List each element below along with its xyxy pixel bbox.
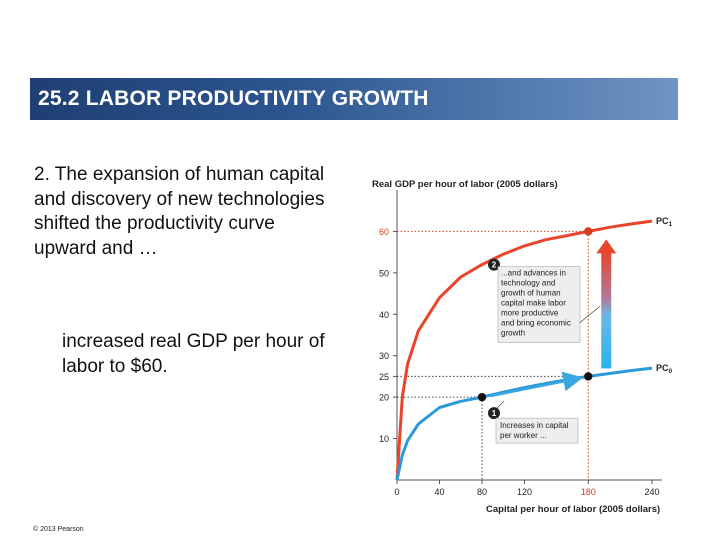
annotation-1-box [495,417,579,444]
y-tick-label: 25 [379,372,389,382]
paragraph-1-number: 2. [34,164,50,185]
annotation-1-line: Increases in capital [500,421,569,430]
annotation-1-number: 1 [492,409,497,418]
shift-arrow-shaft [601,251,612,369]
annotation-1-leader [495,400,505,410]
annotation-1-line: per worker ... [500,431,547,440]
x-tick-label: 40 [434,487,444,497]
data-point [584,227,593,236]
slide-title-bar: 25.2 LABOR PRODUCTIVITY GROWTH [30,78,678,120]
movement-arrow [489,371,584,398]
y-tick-label: 30 [379,351,389,361]
x-tick-label: 120 [517,487,532,497]
series-label-pc1: PC1 [656,216,673,228]
slide-title: 25.2 LABOR PRODUCTIVITY GROWTH [38,87,429,110]
series-line-pc1 [395,219,653,481]
x-tick-label: 240 [644,487,659,497]
series-label-pc0: PC0 [656,363,673,375]
paragraph-1: 2. The expansion of human capital and di… [34,163,334,261]
annotation-2-box [497,266,581,343]
annotation-2-line: and bring economic [501,319,571,328]
paragraph-1-text: The expansion of human capital and disco… [34,164,325,259]
productivity-chart: Real GDP per hour of labor (2005 dollars… [352,168,692,520]
x-tick-label: 0 [394,487,399,497]
annotation-2-line: more productive [501,309,559,318]
data-point [584,372,593,381]
copyright-notice: © 2013 Pearson [33,526,84,533]
data-point [477,392,487,402]
y-tick-label: 60 [379,227,389,237]
annotation-2-line: growth of human [501,289,561,298]
annotation-1-badge [488,407,500,420]
annotation-2-line: capital make labor [501,299,566,308]
productivity-chart-svg: Real GDP per hour of labor (2005 dollars… [372,179,673,515]
paragraph-2: increased real GDP per hour of labor to … [62,331,325,377]
x-tick-label: 180 [581,487,596,497]
annotation-2-leader [579,305,601,323]
annotation-2-line: technology and [501,279,555,288]
annotation-2-line: growth [501,329,525,338]
annotation-2-line: ...and advances in [501,269,566,278]
y-tick-label: 10 [379,434,389,444]
shift-arrow-head [596,239,617,254]
annotation-2-badge [488,258,500,271]
y-tick-label: 20 [379,393,389,403]
x-tick-label: 80 [477,487,487,497]
annotation-2-number: 2 [492,261,497,270]
y-tick-label: 40 [379,310,389,320]
x-axis-title: Capital per hour of labor (2005 dollars) [486,504,660,515]
y-tick-label: 50 [379,268,389,278]
y-axis-title: Real GDP per hour of labor (2005 dollars… [372,179,558,190]
